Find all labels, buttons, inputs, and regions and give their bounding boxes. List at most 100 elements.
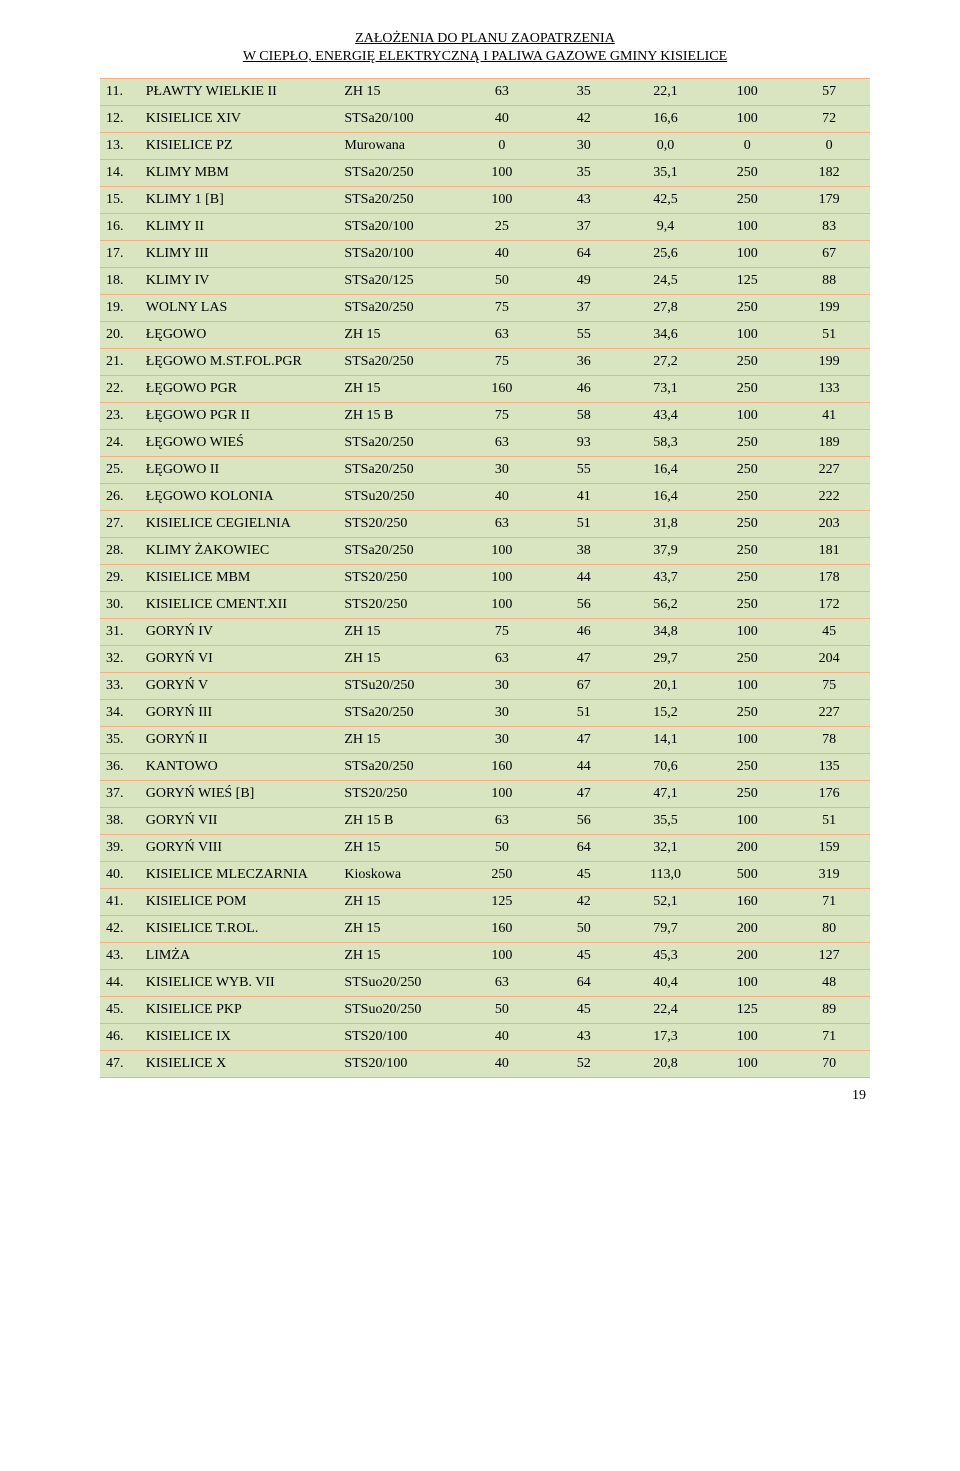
cell-type: Murowana — [338, 133, 461, 160]
cell-value: 203 — [788, 511, 870, 538]
cell-value: 17,3 — [625, 1024, 707, 1051]
cell-value: 49 — [543, 268, 625, 295]
table-row: 28.KLIMY ŻAKOWIECSTSa20/2501003837,92501… — [100, 538, 870, 565]
cell-no: 46. — [100, 1024, 140, 1051]
cell-name: KANTOWO — [140, 754, 339, 781]
cell-value: 63 — [461, 646, 543, 673]
cell-type: STS20/250 — [338, 781, 461, 808]
cell-value: 0,0 — [625, 133, 707, 160]
cell-value: 250 — [706, 781, 788, 808]
cell-value: 100 — [706, 79, 788, 106]
cell-value: 40 — [461, 484, 543, 511]
cell-value: 55 — [543, 322, 625, 349]
cell-value: 178 — [788, 565, 870, 592]
cell-type: STSa20/250 — [338, 754, 461, 781]
cell-no: 25. — [100, 457, 140, 484]
table-row: 19.WOLNY LASSTSa20/250753727,8250199 — [100, 295, 870, 322]
cell-no: 11. — [100, 79, 140, 106]
cell-name: KISIELICE WYB. VII — [140, 970, 339, 997]
cell-value: 20,1 — [625, 673, 707, 700]
cell-value: 56 — [543, 592, 625, 619]
cell-value: 133 — [788, 376, 870, 403]
table-row: 45.KISIELICE PKPSTSuo20/250504522,412589 — [100, 997, 870, 1024]
cell-value: 199 — [788, 295, 870, 322]
table-row: 39.GORYŃ VIIIZH 15506432,1200159 — [100, 835, 870, 862]
cell-value: 250 — [706, 511, 788, 538]
cell-no: 33. — [100, 673, 140, 700]
cell-value: 63 — [461, 970, 543, 997]
cell-value: 51 — [788, 808, 870, 835]
cell-value: 250 — [706, 592, 788, 619]
table-row: 37.GORYŃ WIEŚ [B]STS20/2501004747,125017… — [100, 781, 870, 808]
cell-no: 21. — [100, 349, 140, 376]
cell-value: 70 — [788, 1051, 870, 1078]
cell-value: 63 — [461, 511, 543, 538]
cell-value: 27,8 — [625, 295, 707, 322]
cell-name: KLIMY III — [140, 241, 339, 268]
cell-value: 35,1 — [625, 160, 707, 187]
cell-value: 50 — [461, 997, 543, 1024]
cell-value: 100 — [706, 727, 788, 754]
cell-value: 45 — [543, 862, 625, 889]
cell-value: 160 — [461, 916, 543, 943]
cell-value: 125 — [461, 889, 543, 916]
cell-value: 100 — [706, 241, 788, 268]
cell-value: 45,3 — [625, 943, 707, 970]
cell-type: ZH 15 B — [338, 808, 461, 835]
cell-value: 42 — [543, 889, 625, 916]
cell-value: 181 — [788, 538, 870, 565]
cell-name: KISIELICE POM — [140, 889, 339, 916]
cell-type: STSa20/250 — [338, 457, 461, 484]
table-row: 30.KISIELICE CMENT.XIISTS20/2501005656,2… — [100, 592, 870, 619]
cell-value: 93 — [543, 430, 625, 457]
cell-value: 200 — [706, 943, 788, 970]
cell-value: 250 — [706, 565, 788, 592]
cell-value: 100 — [461, 943, 543, 970]
cell-value: 80 — [788, 916, 870, 943]
cell-value: 71 — [788, 1024, 870, 1051]
header-line-1: ZAŁOŻENIA DO PLANU ZAOPATRZENIA — [100, 30, 870, 48]
cell-value: 35,5 — [625, 808, 707, 835]
cell-no: 30. — [100, 592, 140, 619]
cell-name: GORYŃ IV — [140, 619, 339, 646]
cell-type: STSa20/100 — [338, 241, 461, 268]
cell-value: 200 — [706, 916, 788, 943]
table-row: 15.KLIMY 1 [B]STSa20/2501004342,5250179 — [100, 187, 870, 214]
cell-no: 24. — [100, 430, 140, 457]
cell-name: KISIELICE PZ — [140, 133, 339, 160]
cell-value: 37,9 — [625, 538, 707, 565]
cell-value: 29,7 — [625, 646, 707, 673]
cell-value: 159 — [788, 835, 870, 862]
cell-name: KLIMY ŻAKOWIEC — [140, 538, 339, 565]
table-row: 32.GORYŃ VIZH 15634729,7250204 — [100, 646, 870, 673]
cell-value: 55 — [543, 457, 625, 484]
cell-value: 67 — [543, 673, 625, 700]
cell-type: ZH 15 — [338, 916, 461, 943]
cell-value: 199 — [788, 349, 870, 376]
table-row: 24.ŁĘGOWO WIEŚSTSa20/250639358,3250189 — [100, 430, 870, 457]
cell-no: 14. — [100, 160, 140, 187]
cell-value: 57 — [788, 79, 870, 106]
cell-value: 160 — [706, 889, 788, 916]
cell-name: KISIELICE MBM — [140, 565, 339, 592]
cell-no: 12. — [100, 106, 140, 133]
cell-value: 16,4 — [625, 484, 707, 511]
cell-value: 227 — [788, 457, 870, 484]
cell-value: 34,6 — [625, 322, 707, 349]
cell-value: 250 — [706, 700, 788, 727]
cell-value: 100 — [706, 673, 788, 700]
cell-type: STSa20/250 — [338, 187, 461, 214]
page-header: ZAŁOŻENIA DO PLANU ZAOPATRZENIA W CIEPŁO… — [100, 30, 870, 66]
cell-value: 100 — [706, 619, 788, 646]
cell-value: 46 — [543, 619, 625, 646]
cell-value: 15,2 — [625, 700, 707, 727]
cell-value: 100 — [461, 160, 543, 187]
cell-type: ZH 15 — [338, 943, 461, 970]
cell-name: ŁĘGOWO — [140, 322, 339, 349]
page-number: 19 — [100, 1088, 870, 1104]
cell-value: 72 — [788, 106, 870, 133]
table-row: 44.KISIELICE WYB. VIISTSuo20/250636440,4… — [100, 970, 870, 997]
table-row: 41.KISIELICE POMZH 151254252,116071 — [100, 889, 870, 916]
cell-name: ŁĘGOWO WIEŚ — [140, 430, 339, 457]
cell-value: 67 — [788, 241, 870, 268]
